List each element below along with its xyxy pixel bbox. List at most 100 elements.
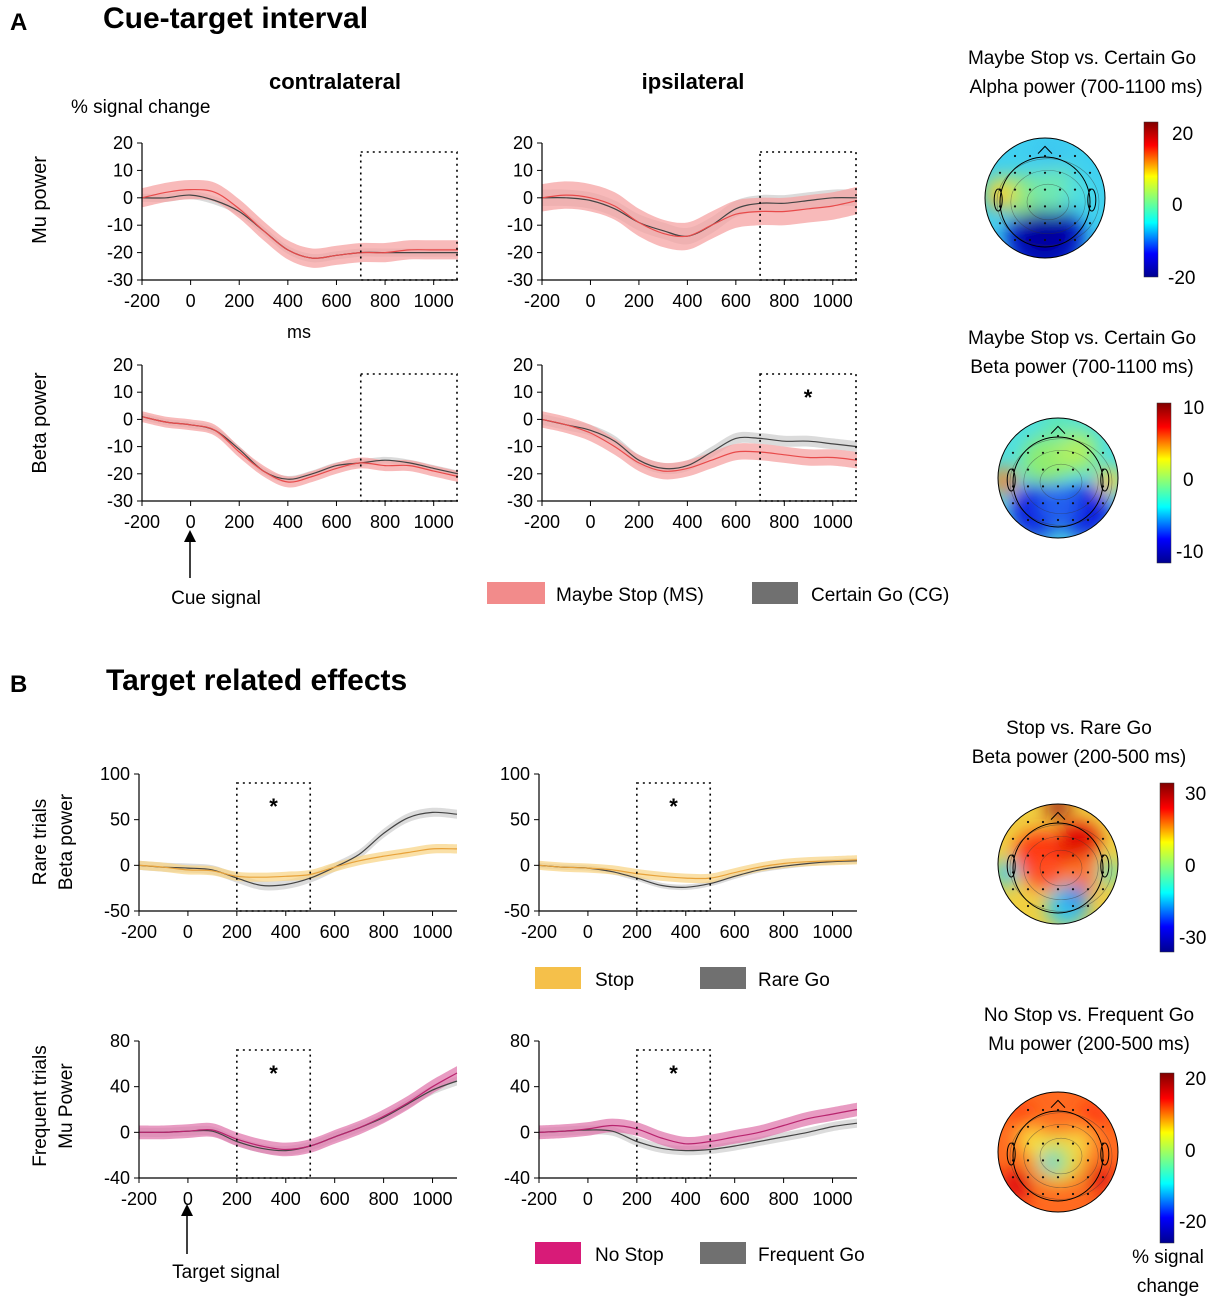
electrode-dot (1041, 434, 1045, 438)
electrode-dot (1086, 502, 1090, 505)
electrode-dot (1071, 1108, 1075, 1112)
series-line-frequent-go (538, 1122, 858, 1152)
electrode-dot (1028, 222, 1032, 225)
electrode-dot (1056, 451, 1060, 454)
head-inner-circle (1012, 436, 1104, 528)
chart-A_beta_contra: 20 10 0 -10 -20 -30-200 0 200 400 600 800 1000 (107, 355, 459, 532)
header-ipsilateral: ipsilateral (642, 69, 745, 94)
topomap-blob (1055, 430, 1097, 472)
chart-A_beta_ipsi: * 20 10 0 -10 -20 -30-200 0 200 400 600 800 1000 (507, 355, 858, 532)
series-line-certain-go-cg (541, 418, 858, 470)
colorbar (1156, 402, 1172, 564)
x-tick-label: 0 (183, 922, 193, 942)
x-tick-label: 600 (721, 512, 751, 532)
electrode-dot (1086, 1142, 1090, 1145)
legend-label-maybe-stop: Maybe Stop (MS) (556, 585, 704, 606)
electrode-dot (1041, 485, 1045, 488)
electrode-dot (1086, 888, 1090, 891)
electrode-dot (1071, 468, 1075, 471)
colorbar-label: % signal change (1132, 1247, 1204, 1297)
topo-3-scale-min: -30 (1179, 928, 1206, 949)
y-tick-label: 0 (120, 855, 130, 875)
analysis-window-box (236, 1049, 312, 1179)
x-tick-label: 800 (370, 291, 400, 311)
topomap-1 (984, 121, 1159, 278)
electrode-dot (1041, 451, 1045, 454)
x-tick-label: 1000 (414, 291, 454, 311)
head-inner-circle (999, 156, 1091, 248)
series-line-maybe-stop-ms (141, 188, 458, 259)
electrode-dot (1013, 188, 1017, 191)
colorbar (1159, 782, 1175, 953)
electrode-dot (1026, 451, 1030, 454)
topo-1-scale-mid: 0 (1172, 195, 1183, 216)
electrode-dot (1071, 434, 1075, 438)
y-tick-label: 100 (500, 764, 530, 784)
legend-swatch-maybe-stop (487, 582, 545, 604)
head-outline (997, 1091, 1119, 1213)
topomap-surface (998, 1092, 1118, 1212)
electrode-dot (1071, 1142, 1075, 1145)
electrode-dot (1058, 205, 1062, 208)
electrode-dot (1071, 451, 1075, 454)
series-band-maybe-stop-ms (142, 179, 458, 268)
y-tick-label: 100 (100, 764, 130, 784)
topomap-contour (1023, 836, 1099, 900)
series-line-stop (138, 848, 458, 878)
electrode-dot (1041, 837, 1045, 840)
electrode-dot (1041, 468, 1045, 471)
topomap-blob (1037, 484, 1079, 526)
series-line-frequent-go (138, 1080, 458, 1152)
x-tick-label: 0 (186, 512, 196, 532)
topo-4-title-line2: Mu power (200-500 ms) (988, 1034, 1190, 1055)
y-tick-label: -20 (107, 464, 133, 484)
x-tick-label: 800 (769, 1189, 799, 1209)
x-tick-label: 400 (672, 291, 702, 311)
topomap-surface (998, 804, 1118, 924)
electrode-dot (1056, 837, 1060, 840)
electrode-dot (1101, 502, 1105, 505)
electrode-dot (1086, 434, 1090, 438)
topo-4-scale-mid: 0 (1185, 1141, 1196, 1162)
electrode-dot (1086, 518, 1090, 522)
panel-a-letter: A (10, 9, 27, 36)
legend-swatch-rare-go (700, 967, 746, 989)
electrode-dot (1026, 485, 1030, 488)
y-tick-label: -10 (107, 437, 133, 457)
right-ear-icon (1100, 1142, 1110, 1166)
row-label-mu-power: Mu power (29, 156, 51, 244)
electrode-dot (1071, 1192, 1075, 1196)
x-tick-label: 0 (583, 1189, 593, 1209)
x-tick-label: 800 (769, 291, 799, 311)
series-line-maybe-stop-ms (541, 418, 858, 472)
electrode-dot (1041, 854, 1045, 857)
y-tick-label: -10 (507, 215, 533, 235)
electrode-dot (1043, 205, 1047, 208)
series-line-maybe-stop-ms (141, 416, 459, 483)
head-outline (984, 137, 1106, 259)
x-tick-label: 200 (624, 291, 654, 311)
y-tick-label: 50 (510, 810, 530, 830)
topomap-contour (1039, 463, 1083, 501)
electrode-dot (1071, 1159, 1075, 1162)
x-tick-label: 1000 (813, 291, 853, 311)
series-band-stop (539, 855, 857, 884)
electrode-dot (1058, 154, 1062, 158)
electrode-dot (998, 171, 1002, 174)
target-signal-label: Target signal (172, 1262, 280, 1283)
colorbar (1143, 121, 1159, 278)
topomap-4 (997, 1072, 1175, 1244)
series-band-maybe-stop-ms (542, 411, 857, 480)
target-signal-arrow (181, 1204, 193, 1254)
electrode-dot (1101, 888, 1105, 891)
x-tick-label: 1000 (413, 1189, 453, 1209)
topo-3-title-line1: Stop vs. Rare Go (1006, 718, 1152, 739)
topomap-blob (1040, 1155, 1058, 1173)
topo-2-scale-max: 10 (1183, 398, 1204, 419)
x-tick-label: -200 (524, 291, 560, 311)
series-line-maybe-stop-ms (541, 194, 858, 238)
y-tick-label: -30 (107, 270, 133, 290)
x-tick-label: -200 (124, 512, 160, 532)
